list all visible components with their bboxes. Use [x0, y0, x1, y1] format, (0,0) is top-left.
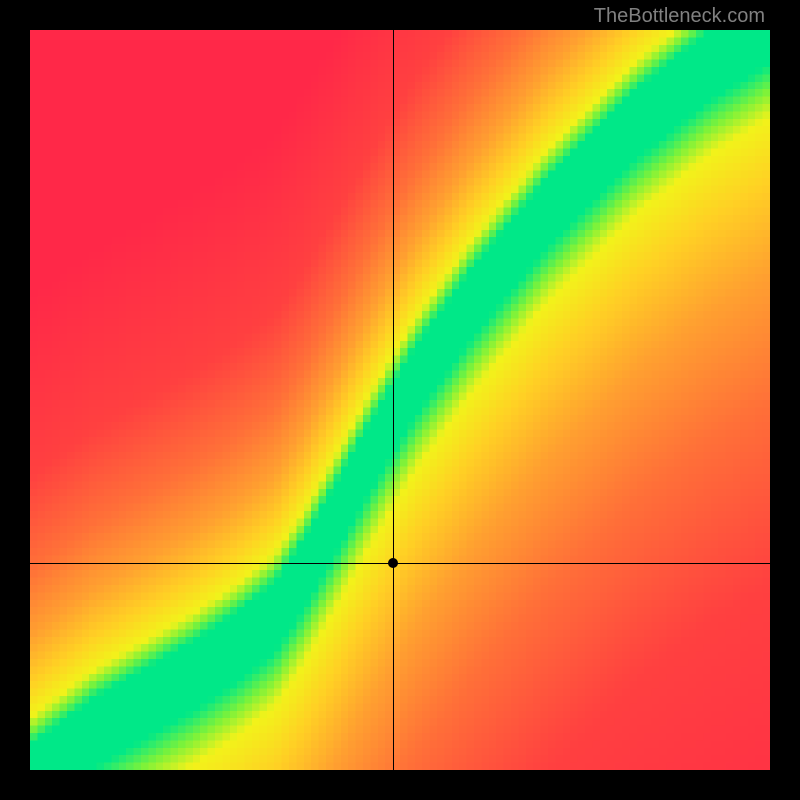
crosshair-horizontal [30, 563, 770, 564]
crosshair-vertical [393, 30, 394, 770]
heatmap-canvas [30, 30, 770, 770]
watermark-text: TheBottleneck.com [594, 5, 765, 28]
crosshair-marker [388, 558, 398, 568]
heatmap-plot [30, 30, 770, 770]
